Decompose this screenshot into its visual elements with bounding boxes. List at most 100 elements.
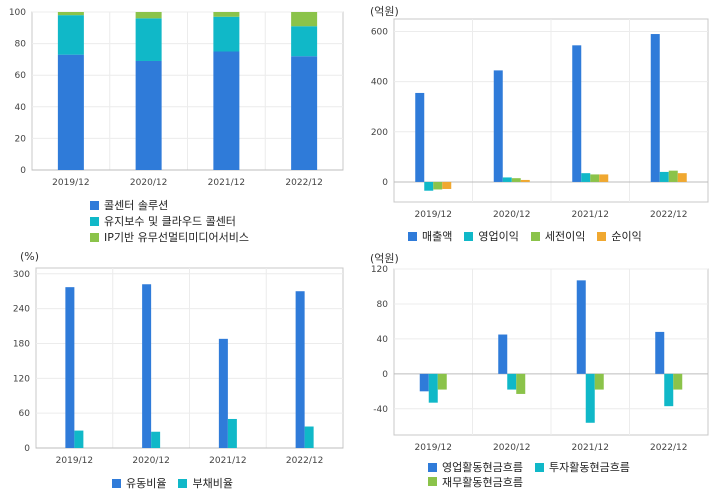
y-tick-label: 180 bbox=[13, 339, 30, 349]
legend-label: 유동비율 bbox=[126, 477, 167, 490]
x-tick-label: 2020/12 bbox=[132, 456, 169, 466]
bar-매출액 bbox=[650, 34, 660, 182]
legend-item: 부채비율 bbox=[178, 476, 233, 490]
ratio-unit-label: (%) bbox=[20, 250, 40, 263]
legend-item: 투자활동현금흐름 bbox=[534, 460, 630, 474]
y-tick-label: 240 bbox=[13, 305, 30, 315]
bar-영업활동현금흐름 bbox=[655, 331, 665, 374]
legend-swatch bbox=[112, 478, 121, 488]
bar-유동비율 bbox=[218, 338, 228, 448]
legend-label: 유지보수 및 클라우드 콜센터 bbox=[104, 215, 236, 228]
y-tick-label: 20 bbox=[15, 134, 27, 144]
bar-IP기반-유무선멀티미디어서비스 bbox=[135, 12, 162, 19]
bar-세전이익 bbox=[511, 178, 521, 182]
x-tick-label: 2021/12 bbox=[572, 210, 609, 220]
bar-투자활동현금흐름 bbox=[428, 373, 438, 403]
legend-item: 영업활동현금흐름 bbox=[428, 460, 523, 474]
legend-label: 영업이익 bbox=[478, 230, 519, 243]
legend-swatch bbox=[90, 200, 99, 210]
income-chart-panel: (억원) 0 200 400 600 2019/12 2020/12 2021/12 2022… bbox=[360, 0, 720, 248]
y-tick-label: 600 bbox=[371, 28, 388, 38]
bar-유지보수-및-클라우드-콜센터 bbox=[57, 15, 84, 55]
cashflow-unit-label: (억원) bbox=[370, 252, 399, 265]
legend-swatch bbox=[530, 231, 540, 241]
bar-영업이익 bbox=[424, 181, 434, 191]
legend-label: 영업활동현금흐름 bbox=[442, 461, 523, 474]
cashflow-chart-panel: (억원) -40 0 40 80 120 2019/12 2020/12 2021/12 202… bbox=[360, 248, 720, 496]
income-legend: 매출액 영업이익 세전이익 순이익 bbox=[408, 229, 654, 244]
y-tick-label: 80 bbox=[377, 300, 389, 310]
x-tick-label: 2021/12 bbox=[572, 443, 609, 453]
legend-swatch bbox=[408, 231, 417, 241]
bar-부채비율 bbox=[227, 418, 237, 448]
bar-순이익 bbox=[677, 173, 687, 182]
y-tick-label: 100 bbox=[9, 8, 26, 18]
legend-item: 콜센터 솔루션 bbox=[90, 198, 249, 212]
bar-영업이익 bbox=[659, 171, 669, 182]
legend-label: 순이익 bbox=[611, 230, 642, 243]
legend-swatch bbox=[178, 478, 188, 488]
x-tick-label: 2021/12 bbox=[209, 456, 246, 466]
y-tick-label: 200 bbox=[371, 128, 388, 138]
y-tick-label: 0 bbox=[382, 178, 388, 188]
bar-IP기반-유무선멀티미디어서비스 bbox=[213, 12, 240, 17]
legend-swatch bbox=[90, 232, 99, 242]
legend-item: IP기반 유무선멀티미디어서비스 bbox=[90, 230, 249, 244]
ratio-chart-panel: (%) 0 60 120 180 240 300 2019/12 2020/12 2021/12… bbox=[0, 248, 350, 496]
bar-콜센터-솔루션 bbox=[57, 54, 84, 170]
bar-재무활동현금흐름 bbox=[673, 373, 683, 390]
y-tick-label: 0 bbox=[24, 444, 30, 454]
legend-item: 재무활동현금흐름 bbox=[428, 475, 523, 489]
legend-swatch bbox=[90, 216, 99, 226]
bar-IP기반-유무선멀티미디어서비스 bbox=[57, 12, 84, 16]
composition-chart: 0 20 40 60 80 100 2019/12 2020/12 2021/12 2022/12 bbox=[9, 8, 344, 188]
bar-매출액 bbox=[415, 92, 425, 182]
x-tick-label: 2022/12 bbox=[650, 210, 687, 220]
x-tick-label: 2022/12 bbox=[285, 178, 322, 188]
legend-label: 콜센터 솔루션 bbox=[104, 199, 169, 212]
legend-label: IP기반 유무선멀티미디어서비스 bbox=[104, 231, 249, 244]
y-tick-label: 60 bbox=[15, 71, 27, 81]
x-tick-label: 2021/12 bbox=[208, 178, 245, 188]
bar-순이익 bbox=[599, 174, 609, 182]
bar-매출액 bbox=[572, 45, 582, 182]
composition-chart-panel: 0 20 40 60 80 100 2019/12 2020/12 2021/12 2022/12… bbox=[0, 0, 350, 248]
bar-재무활동현금흐름 bbox=[594, 373, 604, 390]
bar-유지보수-및-클라우드-콜센터 bbox=[135, 18, 162, 61]
bar-유지보수-및-클라우드-콜센터 bbox=[291, 26, 318, 57]
ratio-legend: 유동비율 부채비율 bbox=[112, 476, 245, 491]
legend-swatch bbox=[428, 462, 437, 472]
x-tick-label: 2019/12 bbox=[415, 210, 452, 220]
bar-콜센터-솔루션 bbox=[213, 51, 240, 170]
legend-label: 부채비율 bbox=[192, 477, 233, 490]
bar-콜센터-솔루션 bbox=[135, 60, 162, 171]
y-tick-label: 300 bbox=[13, 270, 30, 280]
legend-item: 유지보수 및 클라우드 콜센터 bbox=[90, 214, 249, 228]
legend-swatch bbox=[428, 477, 437, 486]
bar-유동비율 bbox=[142, 284, 152, 448]
x-tick-label: 2020/12 bbox=[130, 178, 167, 188]
y-tick-label: -40 bbox=[373, 405, 388, 415]
x-tick-label: 2019/12 bbox=[56, 456, 93, 466]
bar-재무활동현금흐름 bbox=[437, 373, 447, 390]
x-tick-label: 2020/12 bbox=[493, 443, 530, 453]
legend-swatch bbox=[534, 462, 544, 472]
y-tick-label: 0 bbox=[20, 166, 26, 176]
legend-label: 매출액 bbox=[422, 230, 453, 243]
bar-영업활동현금흐름 bbox=[576, 280, 586, 374]
bar-부채비율 bbox=[304, 426, 314, 448]
bar-유동비율 bbox=[295, 291, 305, 448]
ratio-chart: 0 60 120 180 240 300 2019/12 2020/12 2021/12 2022… bbox=[13, 267, 344, 466]
x-tick-label: 2019/12 bbox=[52, 178, 89, 188]
x-tick-label: 2019/12 bbox=[415, 443, 452, 453]
legend-swatch bbox=[597, 231, 607, 241]
bar-IP기반-유무선멀티미디어서비스 bbox=[291, 12, 318, 27]
legend-label: 투자활동현금흐름 bbox=[548, 461, 630, 474]
x-tick-label: 2020/12 bbox=[493, 210, 530, 220]
bar-투자활동현금흐름 bbox=[664, 373, 674, 407]
y-tick-label: 40 bbox=[377, 335, 389, 345]
bar-세전이익 bbox=[433, 181, 443, 190]
bar-유지보수-및-클라우드-콜센터 bbox=[213, 16, 240, 52]
